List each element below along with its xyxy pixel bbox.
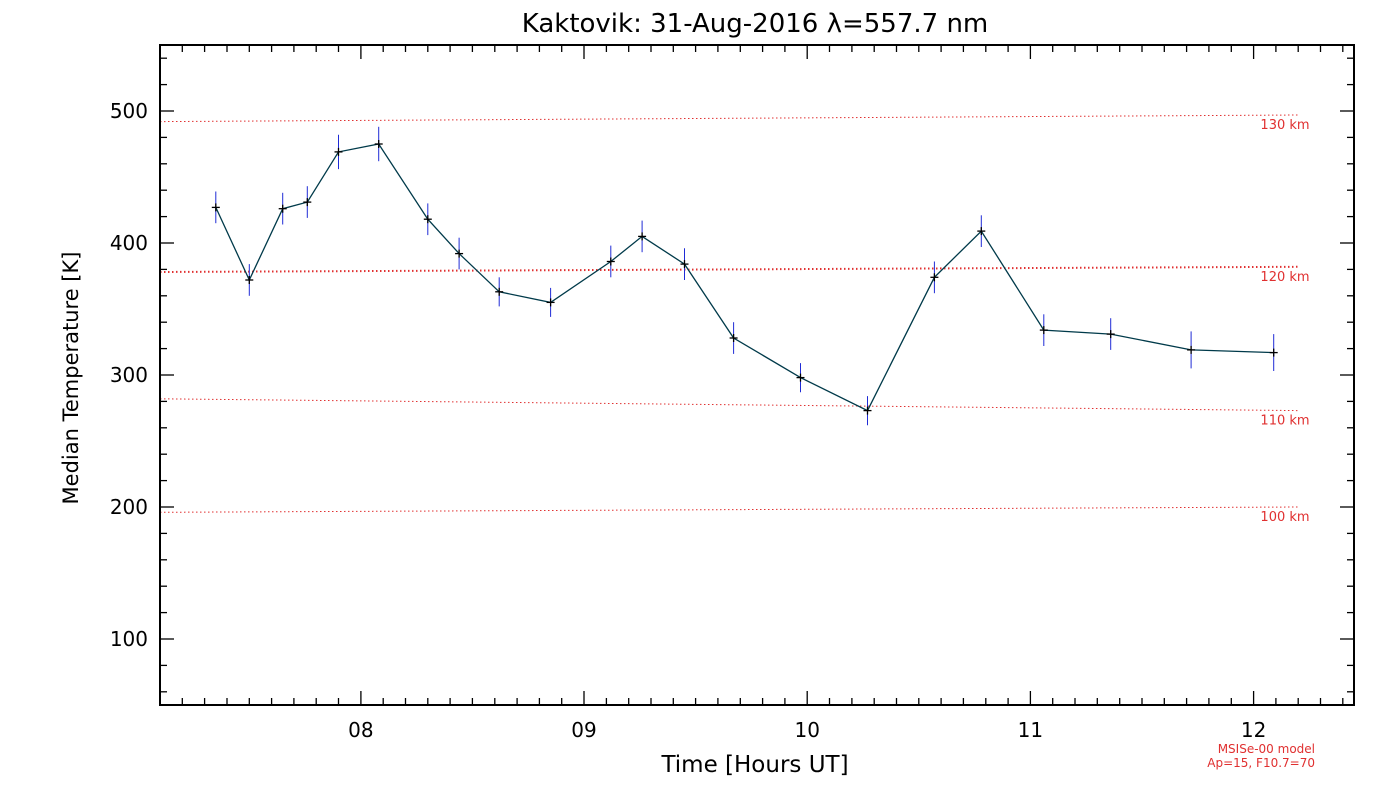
data-point — [606, 257, 615, 266]
data-point — [334, 147, 343, 156]
series-line — [215, 143, 1274, 412]
data-point — [455, 249, 464, 258]
y-axis-label: Median Temperature [K] — [59, 252, 83, 505]
x-tick-label: 10 — [794, 718, 819, 742]
reference-label: 100 km — [1260, 510, 1309, 525]
reference-label: 110 km — [1260, 414, 1309, 429]
data-point — [863, 406, 872, 415]
footnote-model: MSISe-00 model — [1218, 742, 1315, 756]
y-tick-label: 300 — [110, 363, 148, 387]
data-point — [211, 203, 220, 212]
data-point — [303, 198, 312, 207]
x-axis-label: Time [Hours UT] — [660, 752, 848, 778]
y-tick-label: 500 — [110, 99, 148, 123]
data-point — [977, 227, 986, 236]
reference-line-3 — [159, 398, 1299, 412]
x-tick-label: 12 — [1241, 718, 1266, 742]
data-point — [1106, 330, 1115, 339]
data-point — [930, 273, 939, 282]
data-point — [546, 298, 555, 307]
data-point — [495, 287, 504, 296]
reference-label: 130 km — [1260, 118, 1309, 133]
data-point — [1269, 348, 1278, 357]
reference-lines: 130 km 120 km 110 km 100 km — [159, 114, 1310, 525]
data-point — [796, 373, 805, 382]
y-tick-label: 200 — [110, 495, 148, 519]
data-point — [423, 215, 432, 224]
reference-line-2 — [159, 265, 1299, 273]
x-tick-label: 11 — [1018, 718, 1043, 742]
axes: 08 09 10 11 12 100 200 300 400 500 — [110, 44, 1355, 742]
data-point — [1039, 326, 1048, 335]
data-point — [729, 334, 738, 342]
data-series — [211, 126, 1278, 426]
y-tick-label: 100 — [110, 627, 148, 651]
x-tick-label: 08 — [348, 718, 373, 742]
chart-title: Kaktovik: 31-Aug-2016 λ=557.7 nm — [522, 9, 989, 39]
reference-label: 120 km — [1260, 270, 1309, 285]
data-point — [374, 140, 383, 148]
data-point — [245, 276, 254, 284]
data-point — [638, 232, 647, 241]
reference-line-1 — [159, 114, 1299, 123]
x-tick-label: 09 — [571, 718, 596, 742]
data-point — [278, 204, 287, 213]
y-tick-label: 400 — [110, 231, 148, 255]
reference-line-4 — [159, 506, 1299, 513]
footnote-params: Ap=15, F10.7=70 — [1207, 756, 1315, 770]
data-point — [680, 260, 689, 269]
data-point — [1187, 345, 1196, 354]
